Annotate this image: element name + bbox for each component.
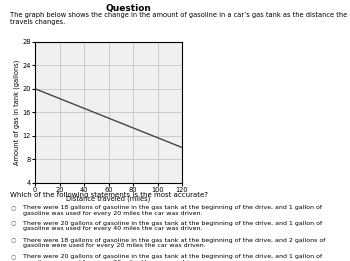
Text: There were 18 gallons of gasoline in the gas tank at the beginning of the drive,: There were 18 gallons of gasoline in the… (23, 238, 325, 248)
Text: ○: ○ (10, 254, 16, 259)
Text: Which of the following statements is the most accurate?: Which of the following statements is the… (10, 192, 209, 198)
Y-axis label: Amount of gas in tank (gallons): Amount of gas in tank (gallons) (13, 60, 20, 165)
Text: ○: ○ (10, 238, 16, 242)
Text: ○: ○ (10, 221, 16, 226)
Text: The graph below shows the change in the amount of gasoline in a car’s gas tank a: The graph below shows the change in the … (10, 12, 350, 25)
Text: Question: Question (105, 4, 151, 13)
Text: There were 20 gallons of gasoline in the gas tank at the beginning of the drive,: There were 20 gallons of gasoline in the… (23, 254, 322, 261)
X-axis label: Distance traveled (miles): Distance traveled (miles) (66, 196, 150, 202)
Text: There were 18 gallons of gasoline in the gas tank at the beginning of the drive,: There were 18 gallons of gasoline in the… (23, 205, 322, 216)
Text: ○: ○ (10, 205, 16, 210)
Text: There were 20 gallons of gasoline in the gas tank at the beginning of the drive,: There were 20 gallons of gasoline in the… (23, 221, 322, 231)
